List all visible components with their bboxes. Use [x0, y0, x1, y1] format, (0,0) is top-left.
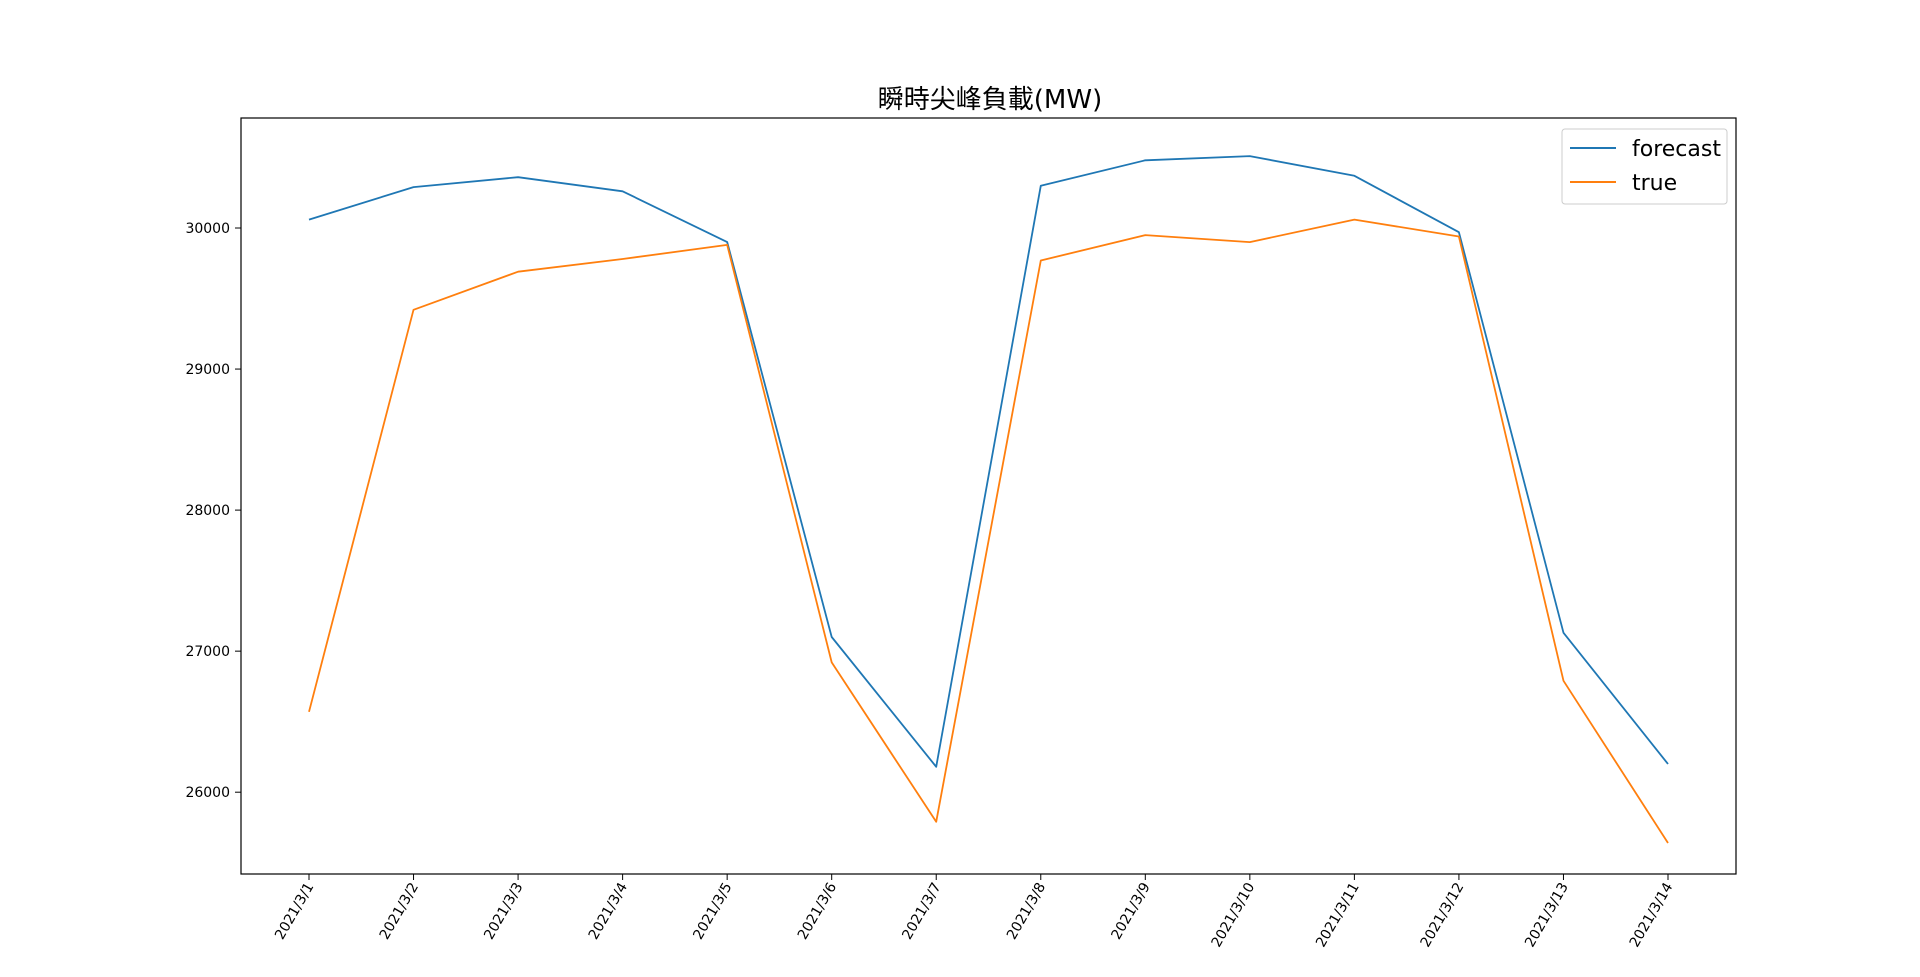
plot-frame: [240, 117, 1737, 875]
x-tick-label: 2021/3/10: [1209, 880, 1259, 950]
x-tick-label: 2021/3/7: [899, 880, 944, 942]
x-tick-label: 2021/3/8: [1004, 880, 1049, 942]
x-tick-label: 2021/3/12: [1418, 880, 1468, 950]
x-tick-label: 2021/3/2: [377, 880, 422, 942]
x-axis: 2021/3/1 2021/3/2 2021/3/3 2021/3/4 2021/3/5…: [272, 874, 1677, 950]
x-tick-label: 2021/3/6: [795, 880, 840, 943]
plot-lines: [308, 155, 1669, 844]
x-tick-label: 2021/3/11: [1313, 880, 1363, 950]
x-tick-label: 2021/3/4: [586, 880, 631, 943]
y-tick-label: 29000: [185, 362, 230, 378]
x-tick-label: 2021/3/5: [690, 880, 735, 942]
chart-title: 瞬時尖峰負載(MW): [878, 85, 1102, 115]
legend-label: true: [1632, 171, 1677, 196]
series-line-true: [308, 218, 1669, 844]
x-tick-label: 2021/3/14: [1627, 880, 1677, 950]
y-tick-label: 26000: [185, 785, 230, 801]
legend: forecast true: [1561, 128, 1728, 205]
y-tick-label: 30000: [185, 221, 230, 237]
x-tick-label: 2021/3/9: [1108, 880, 1153, 942]
series-line-forecast: [308, 155, 1669, 768]
x-tick-label: 2021/3/1: [272, 880, 317, 942]
y-tick-label: 28000: [185, 503, 230, 519]
x-tick-label: 2021/3/3: [481, 880, 526, 942]
legend-label: forecast: [1632, 137, 1721, 162]
y-tick-label: 27000: [185, 644, 230, 660]
y-axis: 26000 27000 28000 29000 30000: [185, 221, 241, 801]
x-tick-label: 2021/3/13: [1522, 880, 1572, 950]
